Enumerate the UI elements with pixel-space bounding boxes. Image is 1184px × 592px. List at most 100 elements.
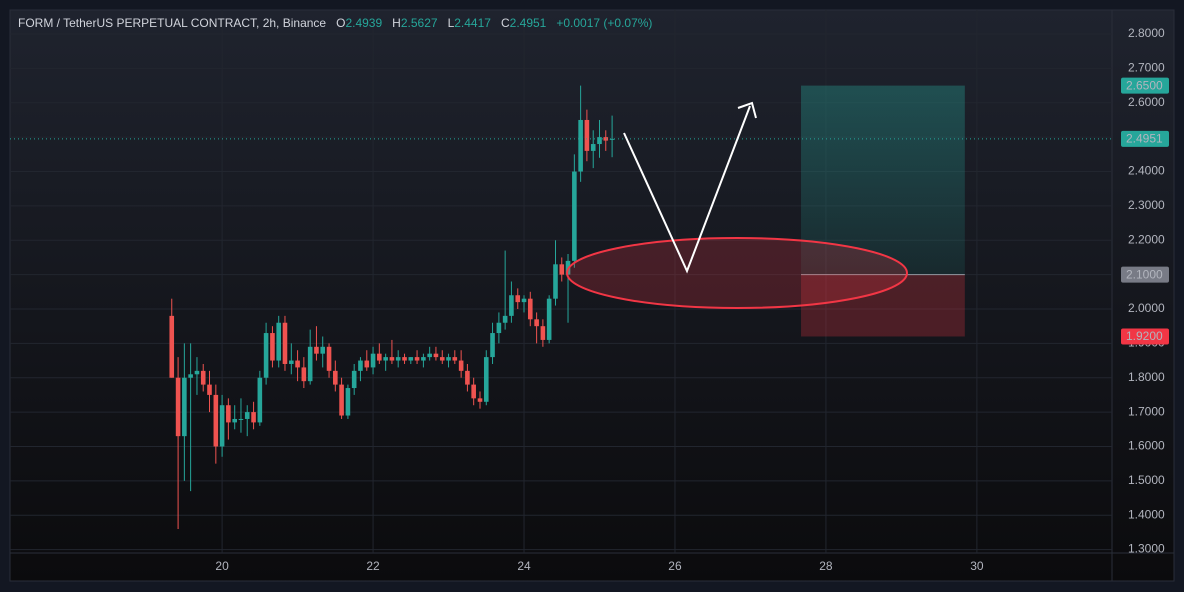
x-tick-label: 30	[970, 559, 984, 573]
x-tick-label: 26	[668, 559, 682, 573]
x-tick-label: 22	[366, 559, 380, 573]
candle-body	[414, 357, 420, 361]
candle-body	[326, 346, 332, 371]
target-price-label-bg	[1121, 77, 1169, 94]
candle-body	[238, 418, 244, 420]
candle-body	[207, 384, 212, 395]
y-tick-label: 2.7000	[1128, 61, 1165, 75]
candle-body	[257, 377, 263, 423]
candle-body	[251, 412, 256, 423]
y-tick-label: 2.4000	[1128, 164, 1165, 178]
candle-body	[200, 370, 206, 385]
y-tick-label: 2.6000	[1128, 95, 1165, 109]
candle-body	[515, 295, 521, 303]
candle-body	[358, 360, 363, 371]
candle-body	[320, 346, 326, 354]
symbol: FORM / TetherUS PERPETUAL CONTRACT, 2h, …	[18, 16, 327, 30]
candle-body	[383, 357, 388, 361]
ohlc-value: 2.4939	[345, 16, 383, 30]
pane	[9, 9, 1175, 582]
candle-body	[502, 315, 508, 323]
candle-body	[408, 357, 414, 361]
candle-body	[458, 360, 464, 371]
candle-body	[295, 360, 300, 368]
last-price-label: 2.4951	[1126, 132, 1163, 146]
ohlc-value: 2.5627	[400, 16, 438, 30]
candle-body	[496, 322, 502, 334]
candle-body	[389, 357, 395, 361]
arrow-head	[737, 101, 757, 119]
candle-body	[471, 384, 476, 399]
legend-header: FORM / TetherUS PERPETUAL CONTRACT, 2h, …	[18, 16, 652, 30]
y-tick-label: 2.3000	[1128, 198, 1165, 212]
candle-body	[578, 119, 583, 172]
ohlc-value: 2.4951	[509, 16, 547, 30]
candle-body	[263, 333, 269, 378]
ohlc-label: H	[392, 16, 401, 30]
candle-body	[421, 357, 426, 361]
ohlc-label: O	[336, 16, 346, 30]
arrow-drawing	[623, 105, 751, 274]
candle-body	[572, 171, 577, 261]
candle-body	[603, 137, 609, 141]
y-tick-label: 1.6000	[1128, 439, 1165, 453]
candle-body	[446, 357, 451, 361]
candle-body	[314, 346, 319, 354]
y-tick-label: 2.0000	[1128, 301, 1165, 315]
target-price-label: 2.6500	[1126, 78, 1163, 92]
candle-body	[527, 298, 533, 320]
candle-body	[553, 264, 558, 299]
candle-body	[169, 315, 175, 378]
candle-body	[339, 384, 344, 416]
candle-body	[427, 353, 432, 358]
candle-body	[270, 333, 275, 361]
y-tick-label: 2.8000	[1128, 26, 1165, 40]
stop-zone	[801, 274, 965, 337]
candle-body	[609, 138, 615, 140]
candle-body	[182, 377, 187, 437]
ohlc-value: 2.4417	[454, 16, 491, 30]
candle-body	[477, 398, 483, 402]
candle-body	[289, 360, 294, 364]
candle-body	[546, 298, 552, 340]
candle-body	[276, 322, 282, 361]
candle-body	[364, 360, 370, 368]
candle-body	[219, 405, 225, 447]
last-price-label-bg	[1121, 130, 1169, 147]
candle-body	[244, 412, 250, 419]
candle-body	[370, 353, 376, 368]
candle-body	[521, 298, 527, 303]
candle-body	[483, 357, 489, 402]
candle-body	[590, 144, 596, 151]
stop-price-label: 1.9200	[1126, 329, 1163, 343]
x-tick-label: 20	[215, 559, 229, 573]
candle-body	[559, 264, 565, 275]
candle-body	[584, 119, 590, 151]
ohlc-label: L	[447, 16, 455, 30]
candle-body	[232, 418, 238, 423]
x-tick-label: 28	[819, 559, 833, 573]
zone-ellipse	[566, 237, 908, 309]
y-tick-label: 2.2000	[1128, 232, 1165, 246]
candle-body	[490, 333, 495, 358]
candle-body	[509, 295, 514, 316]
candle-body	[194, 370, 200, 375]
candle-body	[465, 370, 470, 385]
candle-body	[307, 346, 313, 382]
y-tick-label: 1.5000	[1128, 473, 1165, 487]
candle-body	[301, 367, 307, 382]
candle-body	[377, 353, 382, 361]
candle-body	[175, 377, 181, 437]
candle-body	[439, 357, 445, 361]
x-tick-label: 24	[517, 559, 531, 573]
entry-price-label: 2.1000	[1126, 267, 1163, 281]
candle-body	[452, 357, 458, 361]
candle-body	[402, 357, 407, 361]
change: +0.0017 (+0.07%)	[556, 16, 653, 30]
candle-body	[395, 357, 401, 361]
y-tick-label: 1.3000	[1128, 542, 1165, 556]
entry-price-label-bg	[1121, 266, 1169, 283]
y-tick-label: 1.4000	[1128, 507, 1165, 521]
